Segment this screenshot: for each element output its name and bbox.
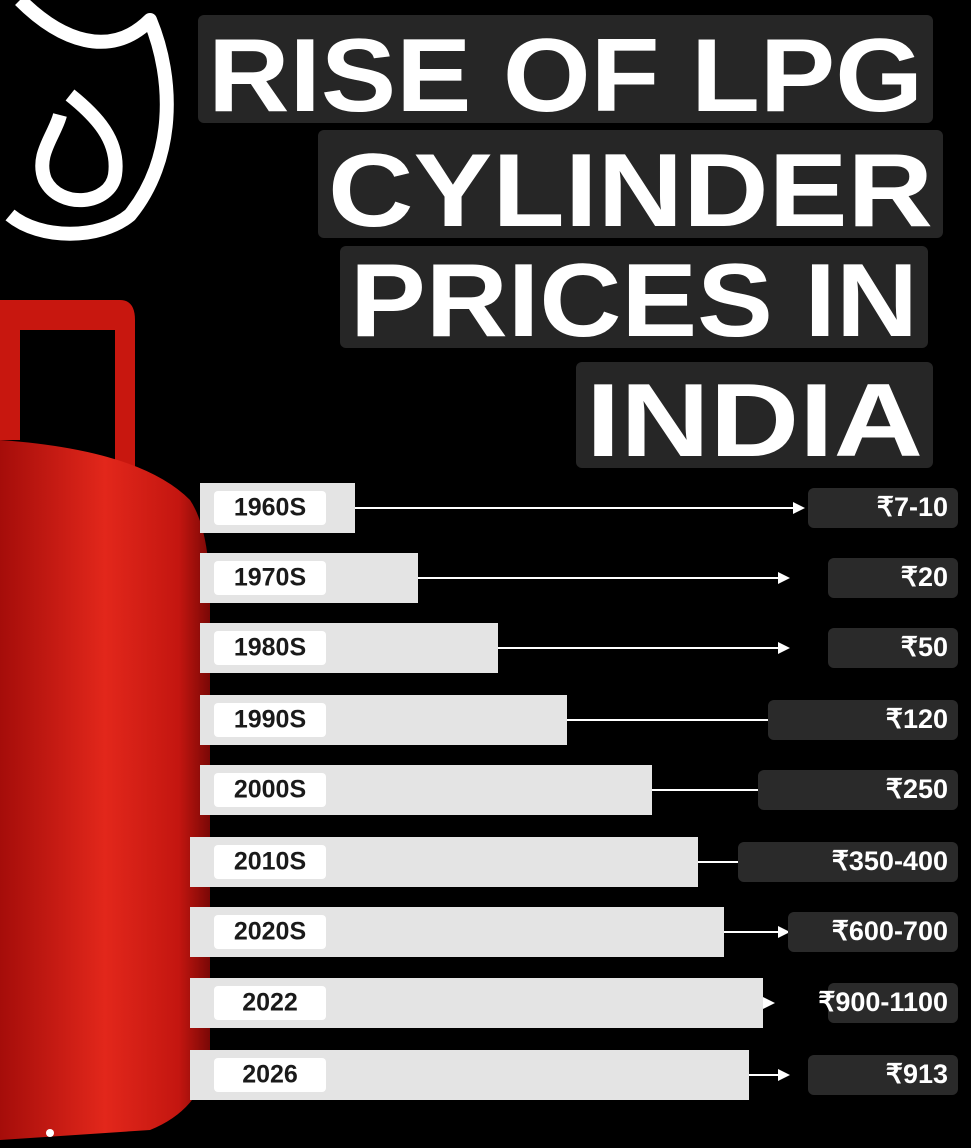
price-label: ₹50: [901, 632, 948, 662]
price-label: ₹7-10: [877, 492, 948, 522]
title-bg: [318, 130, 943, 238]
title-line: RISE OF LPG: [208, 18, 923, 134]
period-bg: [214, 1058, 326, 1092]
arrow-head: [793, 502, 805, 514]
price-label: ₹900-1100: [818, 987, 948, 1017]
cylinder: [0, 300, 210, 1140]
period-label: 2022: [242, 989, 298, 1017]
price-bg: [768, 700, 958, 740]
price-label: ₹20: [901, 562, 948, 592]
price-label: ₹250: [886, 774, 948, 804]
price-bg: [758, 770, 958, 810]
price-label: ₹120: [886, 704, 948, 734]
period-bg: [214, 561, 326, 595]
price-label: ₹913: [886, 1059, 948, 1089]
title-line: CYLINDER: [328, 133, 933, 249]
period-bg: [214, 491, 326, 525]
price-label: ₹350-400: [832, 846, 948, 876]
period-bg: [214, 845, 326, 879]
price-bg: [828, 558, 958, 598]
price-bg: [788, 912, 958, 952]
title-bg: [576, 362, 933, 468]
price-label: ₹600-700: [832, 916, 948, 946]
period-bg: [214, 773, 326, 807]
period-bg: [214, 986, 326, 1020]
period-label: 1970S: [234, 564, 306, 592]
title-line: INDIA: [586, 363, 923, 479]
period-label: 1960S: [234, 494, 306, 522]
price-bg: [828, 983, 958, 1023]
title-bg: [340, 246, 928, 348]
title-line: PRICES IN: [350, 243, 918, 359]
price-bg: [808, 488, 958, 528]
flame-icon: [5, 0, 174, 241]
period-label: 2020S: [234, 918, 306, 946]
arrow-head: [778, 1069, 790, 1081]
price-bg: [808, 1055, 958, 1095]
period-label: 2026: [242, 1061, 298, 1089]
arrow-head: [778, 926, 790, 938]
period-label: 2010S: [234, 848, 306, 876]
period-bg: [214, 631, 326, 665]
title-bg: [198, 15, 933, 123]
price-bg: [828, 628, 958, 668]
arrow-head: [778, 642, 790, 654]
arrow-head: [763, 997, 775, 1009]
price-bg: [738, 842, 958, 882]
period-label: 2000S: [234, 776, 306, 804]
price-list: 1960S ₹7-10 1970S ₹20 1980S ₹50 1990S ₹120 2000S…: [190, 483, 958, 1100]
period-label: 1980S: [234, 634, 306, 662]
period-bg: [214, 703, 326, 737]
period-label: 1990S: [234, 706, 306, 734]
period-bg: [214, 915, 326, 949]
arrow-head: [778, 572, 790, 584]
